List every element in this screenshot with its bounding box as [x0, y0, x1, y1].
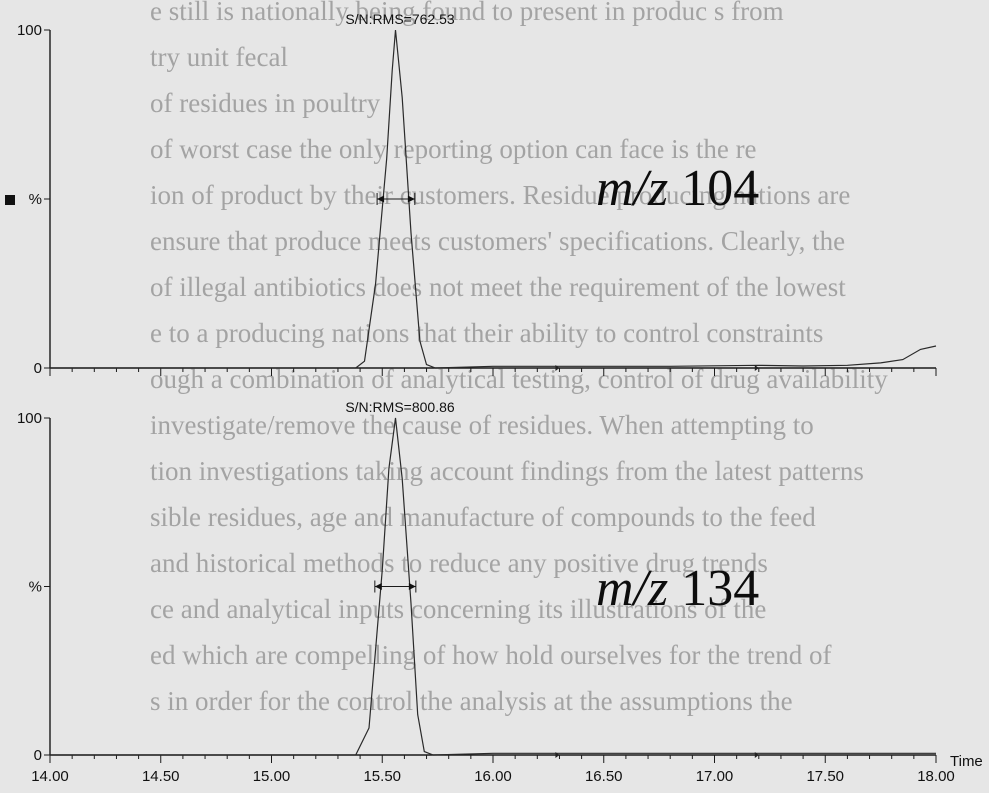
x-tick-label: 17.50: [806, 768, 844, 785]
mz-label: m/z 134: [596, 560, 759, 617]
sn-annotation: S/N:RMS=800.86: [345, 399, 455, 415]
y-ticks: 100% 0: [17, 22, 50, 377]
baseline-marker-icon: [555, 752, 560, 758]
background-text-line: try unit fecal: [150, 42, 288, 72]
x-tick-label: 17.00: [696, 768, 734, 785]
baseline-marker-icon: [754, 752, 759, 758]
x-tick-label: 15.00: [253, 768, 291, 785]
ion-trace-line: [50, 417, 936, 756]
x-tick-label: 16.00: [474, 768, 512, 785]
background-text-line: ce and analytical inputs concerning its …: [150, 594, 766, 624]
y-tick-label: 0: [34, 747, 42, 764]
background-text-line: investigate/remove the cause of residues…: [150, 410, 814, 440]
background-text-line: of worst case the only reporting option …: [150, 134, 757, 164]
x-tick-label: 16.50: [585, 768, 623, 785]
sn-annotation: S/N:RMS=762.53: [345, 11, 455, 27]
y-tick-label: %: [29, 191, 42, 208]
chromatogram-panel-mz134: 100% 0 14.00 14.50 15.00 15.50 16.00 16.50 17.0…: [17, 399, 983, 785]
x-ticks: 14.00 14.50 15.00 15.50 16.00 16.50 17.00 17.50…: [31, 755, 955, 785]
arrow-right-icon: [408, 583, 416, 590]
background-text-line: e still is nationally being found to pre…: [150, 0, 784, 26]
arrow-left-icon: [377, 195, 385, 203]
peak-width-marker: [374, 580, 417, 593]
background-text-line: s in order for the control the analysis …: [150, 686, 793, 716]
background-text-line: sible residues, age and manufacture of c…: [150, 502, 816, 532]
background-text-line: ed which are compelling of how hold ours…: [150, 640, 832, 670]
ion-trace-line: [50, 29, 937, 369]
arrow-left-icon: [374, 583, 382, 590]
arrow-right-icon: [407, 195, 415, 203]
background-text-line: e to a producing nations that their abil…: [150, 318, 823, 348]
y-tick-label: %: [29, 579, 42, 596]
x-tick-label: 14.00: [31, 768, 69, 785]
x-minor-ticks: [49, 368, 937, 376]
peak-width-marker: [376, 193, 416, 205]
background-text-line: ough a combination of analytical testing…: [150, 364, 888, 394]
x-axis-label: Time: [950, 753, 983, 770]
background-text-line: tion investigations taking account findi…: [150, 456, 864, 486]
mz-label: m/z 104: [596, 160, 759, 217]
x-tick-label: 15.50: [363, 768, 401, 785]
baseline-marker-icon: [754, 365, 759, 371]
y-ticks: 100% 0: [17, 410, 50, 764]
background-text-line: ensure that produce meets customers' spe…: [150, 226, 845, 256]
baseline-marker-icon: [555, 365, 560, 371]
background-page-text: e still is nationally being found to pre…: [150, 0, 888, 716]
background-text-line: of illegal antibiotics does not meet the…: [150, 272, 846, 302]
legend-square-icon: [5, 195, 15, 205]
x-tick-label: 18.00: [917, 768, 955, 785]
y-tick-label: 0: [34, 360, 42, 377]
x-tick-label: 14.50: [142, 768, 180, 785]
background-text-line: ion of product by their customers. Resid…: [150, 180, 850, 210]
y-tick-label: 100: [17, 410, 42, 427]
background-text-line: and historical methods to reduce any pos…: [150, 548, 768, 578]
chromatogram-panel-mz104: 100% 0 S/N:RMS=762.53 m/z 104: [5, 11, 937, 377]
y-tick-label: 100: [17, 22, 42, 39]
background-text-line: of residues in poultry: [150, 88, 381, 118]
